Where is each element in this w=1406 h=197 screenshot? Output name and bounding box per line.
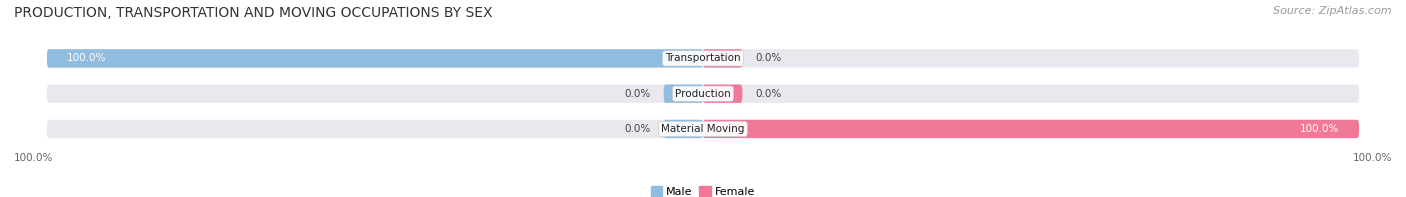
FancyBboxPatch shape xyxy=(46,49,703,68)
FancyBboxPatch shape xyxy=(46,49,1360,68)
Text: 100.0%: 100.0% xyxy=(66,53,105,63)
Text: 0.0%: 0.0% xyxy=(624,89,651,99)
FancyBboxPatch shape xyxy=(46,120,1360,138)
Text: Source: ZipAtlas.com: Source: ZipAtlas.com xyxy=(1274,6,1392,16)
Legend: Male, Female: Male, Female xyxy=(647,182,759,197)
Text: PRODUCTION, TRANSPORTATION AND MOVING OCCUPATIONS BY SEX: PRODUCTION, TRANSPORTATION AND MOVING OC… xyxy=(14,6,492,20)
Text: 0.0%: 0.0% xyxy=(755,53,782,63)
FancyBboxPatch shape xyxy=(703,49,742,68)
FancyBboxPatch shape xyxy=(664,120,703,138)
FancyBboxPatch shape xyxy=(664,85,703,103)
FancyBboxPatch shape xyxy=(703,120,1360,138)
Text: 100.0%: 100.0% xyxy=(14,153,53,163)
Text: Material Moving: Material Moving xyxy=(661,124,745,134)
Text: 100.0%: 100.0% xyxy=(1301,124,1340,134)
FancyBboxPatch shape xyxy=(46,85,1360,103)
Text: Production: Production xyxy=(675,89,731,99)
Text: Transportation: Transportation xyxy=(665,53,741,63)
Text: 100.0%: 100.0% xyxy=(1353,153,1392,163)
Text: 0.0%: 0.0% xyxy=(755,89,782,99)
Text: 0.0%: 0.0% xyxy=(624,124,651,134)
FancyBboxPatch shape xyxy=(703,85,742,103)
